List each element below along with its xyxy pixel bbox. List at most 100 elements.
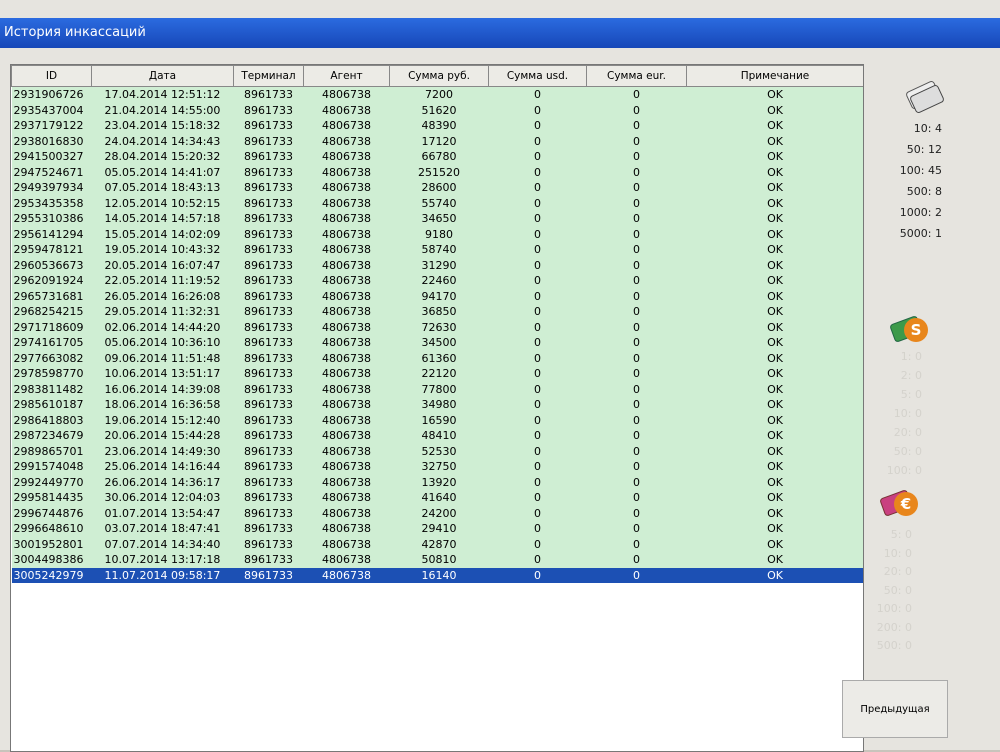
table-cell: 8961733 bbox=[233, 133, 304, 149]
table-cell: 8961733 bbox=[233, 536, 304, 552]
table-row[interactable]: 2995814435 30.06.2014 12:04:03 8961733 4806… bbox=[11, 490, 863, 506]
table-row[interactable]: 2931906726 17.04.2014 12:51:12 8961733 4806… bbox=[11, 86, 863, 103]
table-row[interactable]: 2959478121 19.05.2014 10:43:32 8961733 4806… bbox=[11, 242, 863, 258]
table-row[interactable]: 2971718609 02.06.2014 14:44:20 8961733 4806… bbox=[11, 319, 863, 335]
table-cell: 4806738 bbox=[303, 304, 390, 320]
table-cell: 4806738 bbox=[303, 273, 390, 289]
table-row[interactable]: 2992449770 26.06.2014 14:36:17 8961733 4806… bbox=[11, 474, 863, 490]
table-cell: 2978598770 bbox=[11, 366, 92, 382]
table-cell: 4806738 bbox=[303, 102, 390, 118]
table-cell: 66780 bbox=[389, 149, 489, 165]
table-cell: OK bbox=[686, 428, 863, 444]
table-cell: 48390 bbox=[389, 118, 489, 134]
table-cell: 8961733 bbox=[233, 86, 304, 103]
table-cell: 0 bbox=[586, 490, 687, 506]
table-cell: 22.05.2014 11:19:52 bbox=[91, 273, 234, 289]
table-cell: OK bbox=[686, 567, 863, 583]
table-cell: 8961733 bbox=[233, 397, 304, 413]
table-cell: 94170 bbox=[389, 288, 489, 304]
table-row[interactable]: 2935437004 21.04.2014 14:55:00 8961733 4806… bbox=[11, 102, 863, 118]
table-cell: 8961733 bbox=[233, 521, 304, 537]
table-cell: 4806738 bbox=[303, 226, 390, 242]
table-cell: 0 bbox=[488, 521, 587, 537]
table-row[interactable]: 2938016830 24.04.2014 14:34:43 8961733 4806… bbox=[11, 133, 863, 149]
table-cell: 20.05.2014 16:07:47 bbox=[91, 257, 234, 273]
table-row[interactable]: 2947524671 05.05.2014 14:41:07 8961733 4806… bbox=[11, 164, 863, 180]
table-cell: OK bbox=[686, 226, 863, 242]
table-row[interactable]: 2956141294 15.05.2014 14:02:09 8961733 4806… bbox=[11, 226, 863, 242]
table-cell: 0 bbox=[488, 86, 587, 103]
table-row[interactable]: 2941500327 28.04.2014 15:20:32 8961733 4806… bbox=[11, 149, 863, 165]
table-cell: 8961733 bbox=[233, 366, 304, 382]
table-cell: 0 bbox=[586, 428, 687, 444]
table-cell: 34980 bbox=[389, 397, 489, 413]
table-row[interactable]: 3005242979 11.07.2014 09:58:17 8961733 4806… bbox=[11, 567, 863, 583]
table-row[interactable]: 2974161705 05.06.2014 10:36:10 8961733 4806… bbox=[11, 335, 863, 351]
table-cell: 0 bbox=[488, 257, 587, 273]
table-row[interactable]: 2989865701 23.06.2014 14:49:30 8961733 4806… bbox=[11, 443, 863, 459]
table-row[interactable]: 2949397934 07.05.2014 18:43:13 8961733 4806… bbox=[11, 180, 863, 196]
rub-icon bbox=[906, 80, 944, 114]
table-cell: 4806738 bbox=[303, 366, 390, 382]
table-row[interactable]: 3001952801 07.07.2014 14:34:40 8961733 4806… bbox=[11, 536, 863, 552]
table-row[interactable]: 2986418803 19.06.2014 15:12:40 8961733 4806… bbox=[11, 412, 863, 428]
table-cell: 0 bbox=[488, 319, 587, 335]
table-cell: 0 bbox=[586, 257, 687, 273]
table-cell: 0 bbox=[586, 335, 687, 351]
table-cell: 12.05.2014 10:52:15 bbox=[91, 195, 234, 211]
table-row[interactable]: 2962091924 22.05.2014 11:19:52 8961733 4806… bbox=[11, 273, 863, 289]
table-row[interactable]: 3004498386 10.07.2014 13:17:18 8961733 4806… bbox=[11, 552, 863, 568]
column-header[interactable]: Сумма eur. bbox=[586, 65, 687, 87]
table-cell: 4806738 bbox=[303, 552, 390, 568]
column-header[interactable]: ID bbox=[11, 65, 92, 87]
table-row[interactable]: 2996744876 01.07.2014 13:54:47 8961733 4806… bbox=[11, 505, 863, 521]
table-cell: 4806738 bbox=[303, 536, 390, 552]
table-cell: 22120 bbox=[389, 366, 489, 382]
table-cell: 42870 bbox=[389, 536, 489, 552]
table-cell: 4806738 bbox=[303, 257, 390, 273]
denomination-count: 100: 45 bbox=[899, 164, 942, 177]
table-row[interactable]: 2953435358 12.05.2014 10:52:15 8961733 4806… bbox=[11, 195, 863, 211]
denomination-count: 2: 0 bbox=[900, 369, 922, 382]
table-cell: OK bbox=[686, 552, 863, 568]
denomination-count: 50: 0 bbox=[883, 583, 912, 597]
table-row[interactable]: 2983811482 16.06.2014 14:39:08 8961733 4806… bbox=[11, 381, 863, 397]
previous-button[interactable]: Предыдущая bbox=[842, 680, 948, 738]
table-cell: 4806738 bbox=[303, 474, 390, 490]
table-row[interactable]: 2985610187 18.06.2014 16:36:58 8961733 4806… bbox=[11, 397, 863, 413]
svg-text:S: S bbox=[911, 321, 922, 339]
column-header[interactable]: Терминал bbox=[233, 65, 304, 87]
table-cell: 51620 bbox=[389, 102, 489, 118]
column-header[interactable]: Сумма руб. bbox=[389, 65, 489, 87]
table-row[interactable]: 2960536673 20.05.2014 16:07:47 8961733 4806… bbox=[11, 257, 863, 273]
table-cell: 4806738 bbox=[303, 443, 390, 459]
denomination-count: 500: 0 bbox=[876, 639, 912, 652]
table-row[interactable]: 2991574048 25.06.2014 14:16:44 8961733 4806… bbox=[11, 459, 863, 475]
column-header[interactable]: Сумма usd. bbox=[488, 65, 587, 87]
table-cell: OK bbox=[686, 133, 863, 149]
table-cell: OK bbox=[686, 505, 863, 521]
table-row[interactable]: 2937179122 23.04.2014 15:18:32 8961733 4806… bbox=[11, 118, 863, 134]
table-cell: 2941500327 bbox=[11, 149, 92, 165]
column-header[interactable]: Агент bbox=[303, 65, 390, 87]
table-row[interactable]: 2996648610 03.07.2014 18:47:41 8961733 4806… bbox=[11, 521, 863, 537]
table-cell: 251520 bbox=[389, 164, 489, 180]
denomination-count: 1000: 2 bbox=[899, 206, 942, 219]
table-row[interactable]: 2955310386 14.05.2014 14:57:18 8961733 4806… bbox=[11, 211, 863, 227]
column-header[interactable]: Дата bbox=[91, 65, 234, 87]
table-cell: 0 bbox=[586, 102, 687, 118]
table-cell: 8961733 bbox=[233, 164, 304, 180]
table-cell: 15.05.2014 14:02:09 bbox=[91, 226, 234, 242]
table-row[interactable]: 2978598770 10.06.2014 13:51:17 8961733 4806… bbox=[11, 366, 863, 382]
table-cell: OK bbox=[686, 149, 863, 165]
table-row[interactable]: 2977663082 09.06.2014 11:51:48 8961733 4806… bbox=[11, 350, 863, 366]
table-cell: 0 bbox=[586, 242, 687, 258]
table-cell: 11.07.2014 09:58:17 bbox=[91, 567, 234, 583]
table-cell: 28600 bbox=[389, 180, 489, 196]
column-header[interactable]: Примечание bbox=[686, 65, 863, 87]
table-row[interactable]: 2965731681 26.05.2014 16:26:08 8961733 4806… bbox=[11, 288, 863, 304]
table-row[interactable]: 2987234679 20.06.2014 15:44:28 8961733 4806… bbox=[11, 428, 863, 444]
table-cell: 8961733 bbox=[233, 335, 304, 351]
table-row[interactable]: 2968254215 29.05.2014 11:32:31 8961733 4806… bbox=[11, 304, 863, 320]
